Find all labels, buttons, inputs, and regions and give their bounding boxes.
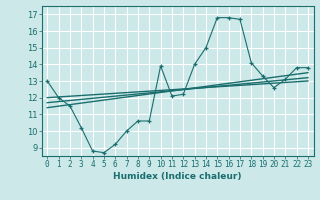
X-axis label: Humidex (Indice chaleur): Humidex (Indice chaleur) bbox=[113, 172, 242, 181]
